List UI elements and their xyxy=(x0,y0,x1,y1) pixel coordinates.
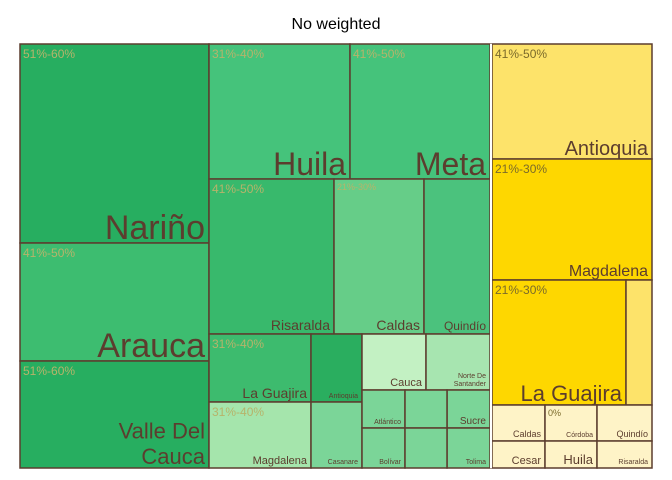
tile-label: Nariño xyxy=(105,209,205,247)
treemap-tile-risaralda-5: 41%-50% Risaralda xyxy=(208,178,335,335)
tile-group-label: 21%-30% xyxy=(337,182,376,192)
tile-group-label: 31%-40% xyxy=(212,47,264,61)
tile-label: Santander xyxy=(454,381,487,388)
tile-group-label: 41%-50% xyxy=(495,47,547,61)
treemap-tile-cesar-28: Cesar xyxy=(491,440,546,469)
tile-label: La Guajira xyxy=(520,381,622,406)
treemap-tile-antioquia-9: Antioquia xyxy=(310,333,363,403)
tile-label: Magdalena xyxy=(253,455,308,467)
treemap-tile-blank-24 xyxy=(625,279,653,406)
treemap-tile-antioquia-21: 41%-50% Antioquia xyxy=(491,43,653,160)
treemap-tile-tolima-17: Tolima xyxy=(446,427,491,469)
tile-label: Cauca xyxy=(390,377,423,389)
treemap-tile-magdalena-22: 21%-30% Magdalena xyxy=(491,158,653,281)
tile-rect xyxy=(491,158,653,281)
tile-label: Magdalena xyxy=(569,263,648,280)
tile-rect xyxy=(425,333,491,391)
treemap-tile-caldas-6: 21%-30% Caldas xyxy=(333,178,425,335)
tile-label: Bolívar xyxy=(379,459,401,466)
treemap-tile-blank-18 xyxy=(404,389,448,429)
treemap-tile-quindio-27: Quindío xyxy=(596,404,653,442)
treemap-tile-narino-0: 51%-60% Nariño xyxy=(19,43,210,247)
tile-label: Huila xyxy=(273,146,346,182)
tile-rect xyxy=(361,333,427,391)
treemap-tile-huila-3: 31%-40% Huila xyxy=(208,43,351,182)
tile-label: Risaralda xyxy=(618,459,648,466)
tile-label: Meta xyxy=(415,146,486,182)
tile-group-label: 51%-60% xyxy=(23,364,75,378)
tile-rect xyxy=(208,401,312,469)
treemap-tile-la-guajira-8: 31%-40% La Guajira xyxy=(208,333,312,403)
tile-group-label: 51%-60% xyxy=(23,47,75,61)
tile-rect xyxy=(404,427,448,469)
tile-label: Antioquia xyxy=(329,393,358,400)
treemap-tile-atlantico-14: Atlántico xyxy=(361,389,406,429)
tile-group-label: 0% xyxy=(548,408,561,418)
tile-rect xyxy=(208,178,335,335)
treemap-tile-bolivar-16: Bolívar xyxy=(361,427,406,469)
tile-label: Arauca xyxy=(97,327,205,365)
treemap-tile-magdalena-12: 31%-40% Magdalena xyxy=(208,401,312,469)
treemap-tile-la-guajira-23: 21%-30% La Guajira xyxy=(491,279,627,406)
treemap-tile-cauca-10: Cauca xyxy=(361,333,427,391)
chart-title: No weighted xyxy=(291,16,381,33)
treemap-tile-quindio-7: Quindío xyxy=(423,178,491,335)
tile-group-label: 21%-30% xyxy=(495,283,547,297)
tile-rect xyxy=(349,43,491,180)
tile-group-label: 21%-30% xyxy=(495,162,547,176)
tile-rect xyxy=(596,440,653,469)
tile-label: Quindío xyxy=(616,429,648,439)
tile-rect xyxy=(333,178,425,335)
tile-rect xyxy=(544,404,598,442)
treemap-tile-cordoba-26: 0% Córdoba xyxy=(544,404,598,442)
tile-rect xyxy=(491,43,653,160)
tile-rect xyxy=(310,401,363,469)
treemap-tile-caldas-25: Caldas xyxy=(491,404,546,442)
group-separator xyxy=(490,44,492,468)
tile-rect xyxy=(208,333,312,403)
tile-label: Norte De xyxy=(458,373,486,380)
tile-label: Valle Del xyxy=(119,419,205,444)
tile-label: Antioquia xyxy=(565,138,649,160)
tile-rect xyxy=(361,427,406,469)
tile-group-label: 41%-50% xyxy=(23,246,75,260)
tile-label: Cesar xyxy=(512,455,542,467)
tile-rect xyxy=(361,389,406,429)
tile-rect xyxy=(310,333,363,403)
treemap-tile-casanare-13: Casanare xyxy=(310,401,363,469)
tile-group-label: 31%-40% xyxy=(212,405,264,419)
tile-label: Tolima xyxy=(466,459,486,466)
tile-label: Quindío xyxy=(444,319,486,333)
tile-label: Casanare xyxy=(328,459,358,466)
tile-label: Caldas xyxy=(513,429,542,439)
tile-group-label: 31%-40% xyxy=(212,337,264,351)
tile-group-label: 41%-50% xyxy=(212,182,264,196)
treemap-tile-sucre-15: Sucre xyxy=(446,389,491,429)
tile-label: Risaralda xyxy=(271,317,330,333)
treemap-tile-arauca-1: 41%-50% Arauca xyxy=(19,242,210,365)
tile-label: Sucre xyxy=(460,416,487,427)
tile-label: Caldas xyxy=(376,317,420,333)
tile-group-label: 41%-50% xyxy=(353,47,405,61)
tile-rect xyxy=(423,178,491,335)
tile-label: Atlántico xyxy=(374,419,401,426)
tile-rect xyxy=(625,279,653,406)
tile-label: Huila xyxy=(563,452,593,467)
tile-label: Córdoba xyxy=(566,432,593,439)
treemap-tile-meta-4: 41%-50% Meta xyxy=(349,43,491,182)
treemap-tile-huila-29: Huila xyxy=(544,440,598,469)
tile-rect xyxy=(404,389,448,429)
tile-label: La Guajira xyxy=(242,385,307,401)
tile-label: Cauca xyxy=(141,444,205,469)
treemap-tile-risaralda-30: Risaralda xyxy=(596,440,653,469)
tile-rect xyxy=(596,404,653,442)
treemap-tile-blank-19 xyxy=(404,427,448,469)
